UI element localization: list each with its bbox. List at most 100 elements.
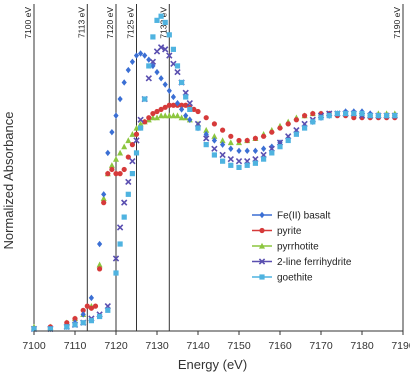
reference-lines: 7100 eV 7113 eV 7120 eV 7125 eV 7133 eV 7190 … — [23, 4, 404, 331]
data-point — [112, 255, 120, 262]
data-point — [84, 303, 90, 309]
data-point — [72, 322, 78, 328]
data-point — [195, 108, 201, 115]
data-point — [351, 115, 357, 121]
data-point — [47, 326, 53, 332]
data-point — [203, 142, 209, 148]
data-point — [203, 135, 210, 142]
data-point — [187, 106, 193, 113]
data-point — [142, 52, 148, 59]
data-point — [105, 149, 111, 157]
data-point — [252, 147, 258, 155]
data-point — [236, 147, 242, 155]
data-point — [158, 112, 165, 119]
data-point — [219, 151, 226, 159]
data-point — [162, 104, 168, 110]
data-point — [125, 66, 131, 74]
data-point — [302, 125, 308, 131]
data-point — [219, 137, 226, 144]
data-point — [203, 115, 209, 121]
data-point — [351, 110, 357, 117]
data-point — [277, 125, 283, 131]
legend: Fe(II) basalt pyrite pyrrhotite 2-line ferr… — [252, 211, 352, 284]
data-point — [326, 113, 332, 119]
data-point — [154, 108, 160, 115]
data-point — [109, 128, 115, 136]
data-point — [343, 110, 349, 117]
data-point — [318, 115, 324, 121]
data-point — [88, 305, 94, 311]
data-point — [203, 126, 210, 133]
data-point — [88, 294, 94, 302]
data-point — [88, 318, 94, 324]
data-point — [154, 68, 160, 76]
x-tick-label: 7190 — [391, 340, 410, 352]
data-point — [116, 224, 124, 231]
data-point — [220, 158, 226, 164]
legend-label: Fe(II) basalt — [277, 211, 331, 222]
data-point — [96, 261, 103, 268]
data-point — [244, 147, 250, 155]
reference-line-label: 7120 eV — [105, 7, 115, 39]
data-point — [211, 145, 218, 152]
data-point — [101, 191, 107, 198]
data-point — [138, 125, 144, 131]
data-point — [259, 227, 265, 234]
data-point — [154, 17, 160, 23]
data-point — [174, 63, 181, 69]
data-point — [117, 149, 124, 156]
data-point — [174, 112, 181, 119]
data-point — [166, 102, 172, 108]
x-tick-label: 7170 — [309, 340, 333, 352]
series-0 — [31, 50, 398, 333]
data-point — [174, 68, 181, 76]
data-point — [92, 303, 99, 309]
data-point — [113, 112, 119, 119]
data-point — [170, 102, 176, 108]
data-point — [97, 313, 103, 320]
data-point — [157, 44, 165, 51]
data-point — [142, 96, 148, 102]
reference-line-label: 7113 eV — [76, 7, 86, 38]
data-point — [150, 110, 156, 117]
data-point — [302, 113, 308, 119]
data-point — [310, 110, 316, 117]
data-point — [392, 113, 398, 119]
reference-line-label: 7100 eV — [23, 7, 33, 39]
data-point — [162, 46, 169, 53]
x-tick-label: 7120 — [104, 340, 128, 352]
data-point — [211, 133, 218, 139]
data-point — [80, 320, 86, 326]
data-point — [269, 143, 275, 150]
data-point — [113, 171, 119, 177]
data-point — [149, 114, 156, 121]
data-point — [285, 121, 291, 127]
data-point — [220, 127, 226, 133]
data-point — [211, 121, 217, 127]
data-point — [228, 133, 234, 139]
data-point — [191, 106, 197, 113]
data-point — [133, 131, 140, 137]
data-point — [158, 75, 164, 82]
data-point — [108, 162, 115, 168]
data-point — [166, 32, 172, 38]
data-point — [211, 152, 217, 158]
series-3 — [30, 44, 398, 333]
data-point — [269, 150, 275, 156]
data-point — [269, 129, 275, 135]
data-point — [220, 141, 226, 148]
data-point — [166, 87, 172, 94]
data-point — [359, 110, 365, 117]
data-point — [170, 112, 177, 119]
data-point — [146, 56, 152, 63]
data-point — [97, 266, 103, 272]
x-tick-label: 7150 — [227, 340, 251, 352]
legend-label: pyrrhotite — [277, 242, 319, 253]
data-point — [252, 135, 258, 141]
data-point — [259, 211, 265, 219]
data-point — [174, 99, 181, 107]
series-4 — [31, 13, 398, 332]
data-point — [195, 125, 201, 131]
data-point — [179, 79, 185, 86]
